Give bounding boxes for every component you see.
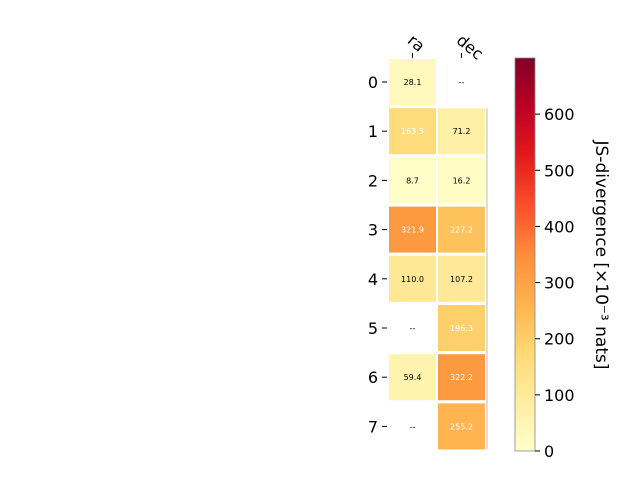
heatmap-cell-7-dec: [438, 403, 485, 450]
heatmap-cell-1-ra: [389, 108, 436, 155]
heatmap-cell-3-ra: [389, 206, 436, 253]
cell-value-label: 321.9: [401, 226, 424, 235]
heatmap-cell-0-ra: [389, 59, 436, 105]
cell-value-label: --: [410, 422, 416, 431]
cell-value-label: 322.2: [450, 373, 473, 382]
heatmap-cell-6-dec: [438, 354, 485, 401]
heatmap-cell-labels: 28.1 -- 163.5 71.2 8.7 16.2 321.9 227.2 110.0 107…: [401, 78, 473, 431]
y-tick-label-3: 3: [368, 221, 378, 240]
colorbar-tick-label: 500: [544, 161, 575, 180]
heatmap-cell-6-ra: [389, 354, 436, 401]
colorbar-tick-label: 200: [544, 330, 575, 349]
cell-value-label: 110.0: [401, 275, 424, 284]
cell-value-label: --: [459, 78, 465, 87]
colorbar-tick-label: 300: [544, 274, 575, 293]
colorbar-tick-label: 400: [544, 217, 575, 236]
cell-value-label: 59.4: [404, 373, 422, 382]
column-axis: ra dec: [404, 31, 487, 64]
cell-value-label: 16.2: [453, 176, 471, 185]
y-tick-label-2: 2: [368, 171, 378, 190]
cell-value-label: 71.2: [453, 127, 471, 136]
heatmap-cell-4-ra: [389, 255, 436, 302]
cell-value-label: --: [410, 324, 416, 333]
y-tick-label-7: 7: [368, 417, 378, 436]
cell-value-label: 255.2: [450, 422, 473, 431]
heatmap-cells: [389, 59, 488, 450]
cell-value-label: 196.3: [450, 324, 473, 333]
heatmap-cell-3-dec: [438, 206, 485, 253]
y-tick-label-0: 0: [368, 73, 378, 92]
y-tick-label-1: 1: [368, 122, 378, 141]
cell-value-label: 28.1: [404, 78, 422, 87]
x-tick-label-ra: ra: [404, 31, 429, 56]
y-tick-label-6: 6: [368, 368, 378, 387]
x-tick-label-dec: dec: [453, 31, 487, 64]
heatmap-cell-2-dec: [438, 157, 485, 204]
cell-value-label: 163.5: [401, 127, 424, 136]
y-tick-label-5: 5: [368, 319, 378, 338]
row-axis: 0 1 2 3 4 5 6 7: [368, 73, 387, 436]
heatmap-cell-2-ra: [389, 157, 436, 204]
cell-value-label: 227.2: [450, 226, 473, 235]
colorbar-label: JS-divergence [×10⁻³ nats]: [591, 140, 611, 370]
colorbar-tick-label: 0: [544, 442, 554, 461]
colorbar-tick-label: 100: [544, 386, 575, 405]
colorbar-tick-label: 600: [544, 105, 575, 124]
cell-value-label: 107.2: [450, 275, 473, 284]
y-tick-label-4: 4: [368, 270, 378, 289]
heatmap-cell-1-dec: [438, 108, 485, 155]
colorbar: 0 100 200 300 400 500 600: [514, 57, 575, 461]
heatmap-cell-5-dec: [438, 305, 485, 351]
heatmap-cell-4-dec: [438, 255, 485, 302]
colorbar-gradient: [514, 57, 536, 452]
cell-value-label: 8.7: [406, 176, 419, 185]
